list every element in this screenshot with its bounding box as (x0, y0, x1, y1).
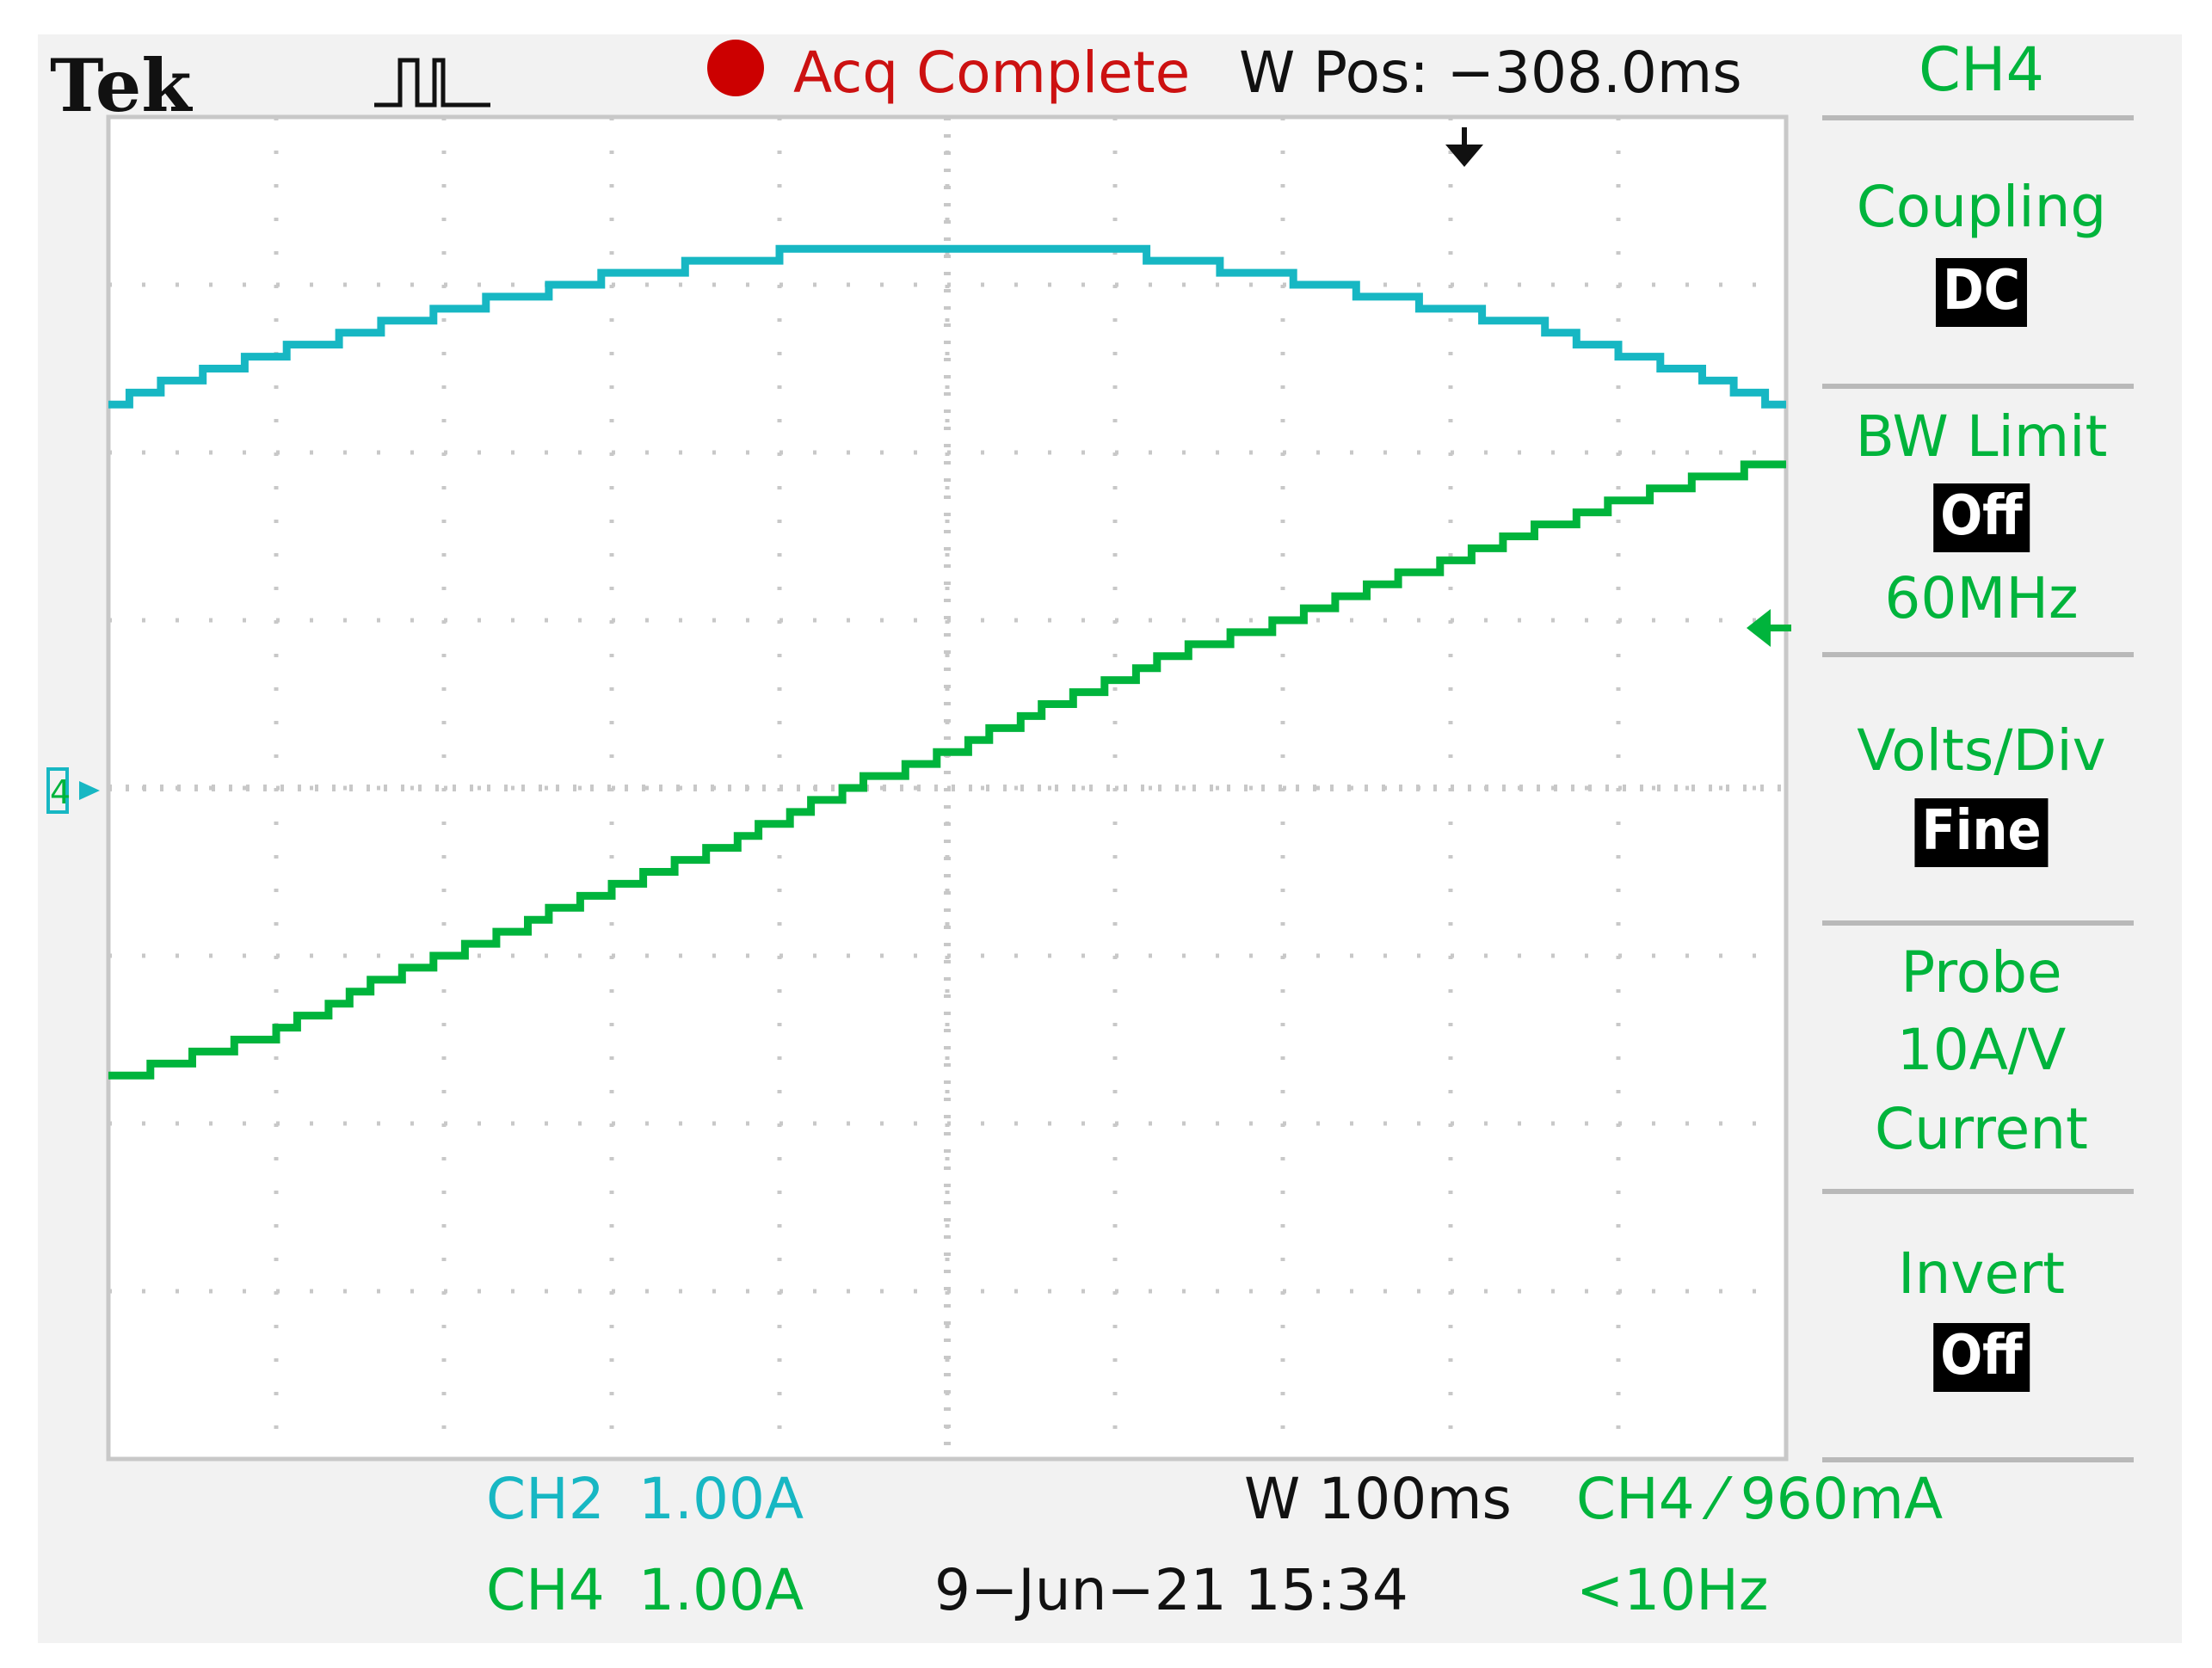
traces (108, 244, 1786, 1080)
trigger-setting: CH4 ⁄ 960mA (1576, 1466, 1944, 1532)
ch2-ground-marker-icon: 4 (46, 767, 100, 814)
ch4-trace (108, 460, 1786, 1080)
menu-divider (1822, 1457, 2134, 1462)
bw-limit-label[interactable]: BW Limit (1855, 403, 2108, 470)
svg-text:4: 4 (50, 773, 71, 811)
menu-divider (1822, 652, 2134, 657)
acq-status-icon (707, 40, 764, 96)
bw-limit-value[interactable]: Off (1933, 483, 2030, 552)
ch2-scale: 1.00A (638, 1466, 804, 1532)
probe-label[interactable]: Probe (1901, 939, 2062, 1006)
invert-label[interactable]: Invert (1898, 1240, 2065, 1307)
ch2-label: CH2 (486, 1466, 605, 1532)
coupling-value[interactable]: DC (1935, 258, 2028, 327)
trigger-frequency: <10Hz (1576, 1557, 1769, 1623)
probe-value: 10A/V (1896, 1017, 2067, 1083)
ch4-scale: 1.00A (638, 1557, 804, 1623)
ch2-trace (108, 244, 1786, 409)
menu-divider (1822, 920, 2134, 926)
trigger-position-icon (1445, 127, 1483, 167)
trigger-state-icon (374, 58, 490, 108)
date-time: 9−Jun−21 15:34 (934, 1557, 1408, 1623)
menu-divider (1822, 1189, 2134, 1194)
ch4-label: CH4 (486, 1557, 605, 1623)
timebase: W 100ms (1244, 1466, 1512, 1532)
menu-divider (1822, 115, 2134, 120)
window-position: W Pos: −308.0ms (1239, 40, 1742, 106)
coupling-label[interactable]: Coupling (1856, 174, 2107, 240)
volts-div-label[interactable]: Volts/Div (1857, 717, 2106, 784)
bw-limit-frequency: 60MHz (1884, 565, 2079, 631)
trigger-level-icon (1747, 609, 1791, 647)
channel-menu: CH4 Coupling DC BW Limit Off 60MHz Volts… (1822, 34, 2141, 1462)
probe-type: Current (1875, 1096, 2088, 1162)
menu-channel: CH4 (1918, 34, 2045, 105)
tek-logo: Tek (50, 43, 192, 128)
volts-div-value[interactable]: Fine (1914, 798, 2049, 867)
menu-divider (1822, 384, 2134, 389)
invert-value[interactable]: Off (1933, 1323, 2030, 1392)
acq-status: Acq Complete (793, 40, 1191, 106)
graticule (108, 117, 1786, 1459)
